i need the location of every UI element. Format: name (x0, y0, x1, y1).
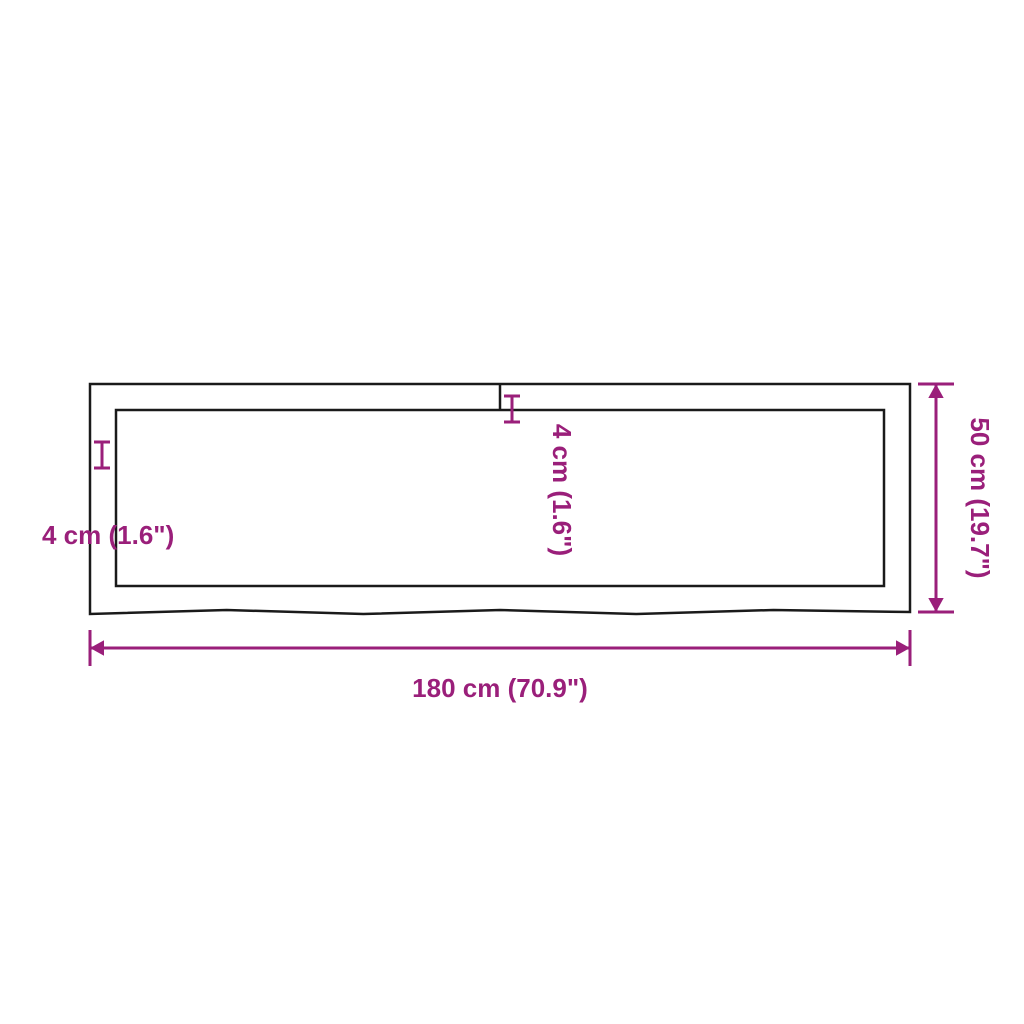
dimension-height (918, 384, 954, 612)
inner-rect (116, 410, 884, 586)
thickness-bracket-left (94, 442, 110, 468)
label-thickness-left: 4 cm (1.6") (42, 520, 174, 550)
outer-rect (90, 384, 910, 614)
label-thickness-center: 4 cm (1.6") (547, 424, 577, 556)
label-width: 180 cm (70.9") (412, 673, 588, 703)
label-height: 50 cm (19.7") (965, 417, 995, 578)
product-outline (90, 384, 910, 614)
dimension-width (90, 630, 910, 666)
